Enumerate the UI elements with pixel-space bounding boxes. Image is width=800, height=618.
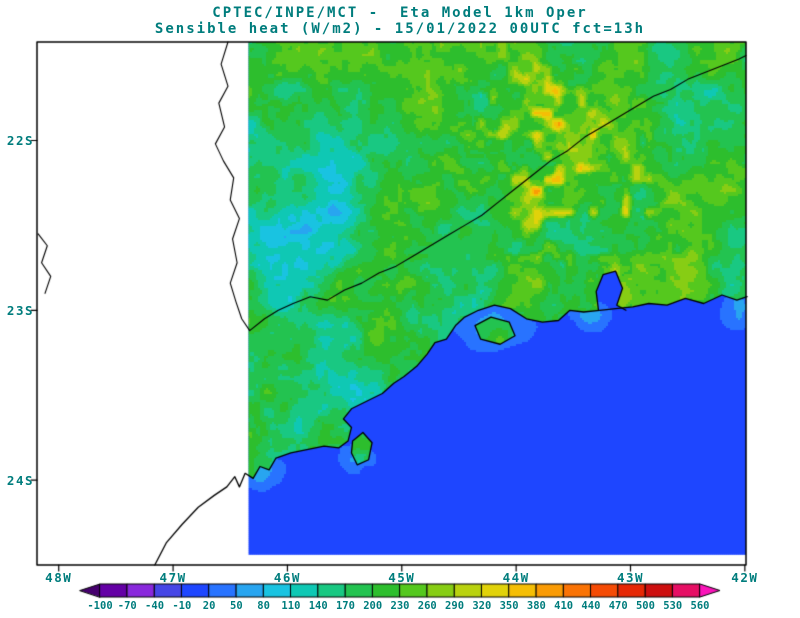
colorbar-tick-110: 110	[281, 600, 301, 612]
colorbar-tick-410: 410	[554, 600, 574, 612]
colorbar-tick-20: 20	[202, 600, 216, 612]
lon-tick-label-43w: 43W	[616, 570, 645, 585]
colorbar-tick-290: 290	[445, 600, 465, 612]
colorbar-tick--100: -100	[87, 600, 113, 612]
lat-tick-label-23s: 23S	[6, 303, 34, 319]
colorbar-tick-320: 320	[472, 600, 492, 612]
colorbar-tick-350: 350	[499, 600, 519, 612]
chart-title-line1: CPTEC/INPE/MCT - Eta Model 1km Oper	[212, 5, 588, 21]
colorbar-tick-530: 530	[663, 600, 683, 612]
colorbar-tick-500: 500	[635, 600, 655, 612]
lon-tick-label-42w: 42W	[731, 570, 759, 585]
colorbar-tick-470: 470	[608, 600, 628, 612]
lat-tick-label-24s: 24S	[6, 473, 34, 489]
colorbar-tick--40: -40	[145, 600, 165, 612]
colorbar-tick-140: 140	[308, 600, 328, 612]
lat-tick-label-22s: 22S	[6, 133, 34, 149]
colorbar-tick-440: 440	[581, 600, 601, 612]
chart-title-line2: Sensible heat (W/m2) - 15/01/2022 00UTC …	[154, 21, 646, 37]
colorbar-tick--10: -10	[172, 600, 192, 612]
colorbar-tick-560: 560	[690, 600, 710, 612]
colorbar-tick-260: 260	[417, 600, 437, 612]
colorbar-tick-380: 380	[526, 600, 546, 612]
lon-tick-label-47w: 47W	[159, 570, 187, 585]
colorbar-tick-50: 50	[230, 600, 243, 612]
colorbar-tick-170: 170	[335, 600, 355, 612]
colorbar-tick-80: 80	[257, 600, 270, 612]
colorbar-tick-230: 230	[390, 600, 410, 612]
colorbar-tick--70: -70	[117, 600, 137, 612]
colorbar-tick-200: 200	[363, 600, 383, 612]
lon-tick-label-44w: 44W	[502, 570, 530, 585]
lon-tick-label-48w: 48W	[45, 570, 73, 585]
lon-tick-label-46w: 46W	[273, 570, 301, 585]
lon-tick-label-45w: 45W	[388, 570, 416, 585]
